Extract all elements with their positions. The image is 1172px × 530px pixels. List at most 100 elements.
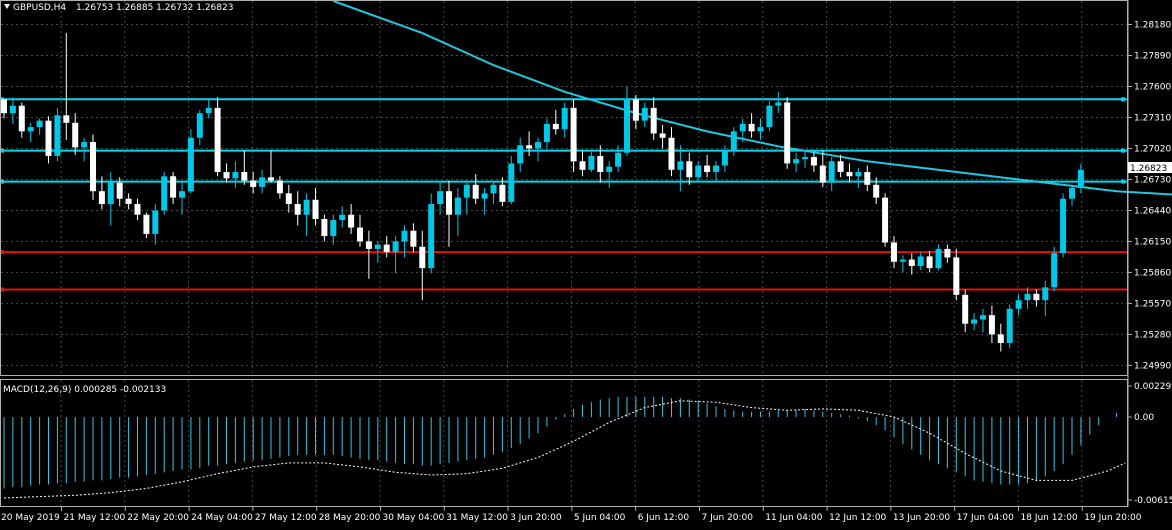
price-tick-label: 1.24990 <box>1134 361 1171 371</box>
price-tick-label: 1.26440 <box>1134 206 1171 216</box>
time-tick-label: 13 Jun 20:00 <box>893 513 950 523</box>
candle-body <box>81 142 88 148</box>
candle-body <box>143 214 150 234</box>
candle-body <box>606 166 613 172</box>
price-tick-label: 1.27890 <box>1134 51 1171 61</box>
time-tick-label: 27 May 12:00 <box>255 513 317 523</box>
price-tick-label: 1.25860 <box>1134 268 1171 278</box>
candle-body <box>472 184 479 199</box>
candle-body <box>98 191 105 205</box>
time-tick-label: 17 Jun 04:00 <box>957 513 1014 523</box>
candle-body <box>1077 169 1084 188</box>
candle-body <box>641 107 648 121</box>
level-handle <box>1121 148 1125 153</box>
candle-body <box>392 241 399 253</box>
candle-body <box>632 99 639 121</box>
price-tick-label: 1.26730 <box>1134 175 1171 185</box>
price-tick-label: 1.25280 <box>1134 330 1171 340</box>
candle-body <box>250 180 257 187</box>
candle-body <box>899 259 906 262</box>
candle-body <box>508 163 515 202</box>
candle-body <box>561 107 568 130</box>
candle-body <box>828 161 835 183</box>
candle-body <box>1042 287 1049 301</box>
candle-body <box>1015 300 1022 309</box>
candle-body <box>401 230 408 242</box>
candle-body <box>268 177 274 181</box>
candle-body <box>428 204 435 269</box>
candle-body <box>704 165 711 172</box>
candle-body <box>686 161 693 178</box>
candle-body <box>997 334 1004 343</box>
candle-body <box>837 161 844 172</box>
macd-indicator <box>3 396 1126 499</box>
candle-body <box>107 182 114 205</box>
candle-body <box>535 142 541 149</box>
candle-body <box>713 165 719 172</box>
candle-body <box>597 155 604 172</box>
price-axis: 1.28180 1.27890 1.27600 1.27310 1.27020 1.267… <box>1128 21 1171 371</box>
candle-body <box>864 171 871 185</box>
price-tick-label: 1.26150 <box>1134 237 1171 247</box>
candle-body <box>223 171 230 179</box>
time-tick-label: 30 May 04:00 <box>383 513 445 523</box>
candle-body <box>374 244 381 249</box>
candle-body <box>659 133 666 138</box>
candle-body <box>63 115 70 123</box>
moving-averages <box>332 0 1172 196</box>
candle-body <box>908 259 915 267</box>
candle-body <box>668 137 675 170</box>
candle-body <box>294 204 301 215</box>
time-tick-label: 20 May 2019 <box>1 513 60 523</box>
current-price-tag: 1.26823 <box>1128 162 1172 174</box>
time-tick-label: 31 May 12:00 <box>446 513 508 523</box>
candle-body <box>205 107 212 114</box>
candle-body <box>935 248 942 269</box>
candle-body <box>437 191 444 205</box>
candle-body <box>926 256 933 269</box>
time-tick-label: 18 Jun 12:00 <box>1021 513 1078 523</box>
candle-body <box>348 214 355 228</box>
candlesticks[interactable] <box>1 33 1084 352</box>
candle-body <box>419 246 426 269</box>
candle-body <box>802 157 808 160</box>
price-tick-label: 1.27600 <box>1134 82 1171 92</box>
candle-body <box>134 204 141 215</box>
candle-body <box>259 177 266 187</box>
candle-body <box>1060 198 1067 254</box>
candle-body <box>784 102 791 164</box>
time-tick-label: 12 Jun 12:00 <box>829 513 886 523</box>
price-tick-label: 1.27310 <box>1134 113 1171 123</box>
macd-tick-label: 0.002299 <box>1134 382 1172 392</box>
candle-body <box>125 198 132 205</box>
candle-body <box>161 176 168 211</box>
candle-body <box>695 165 702 178</box>
candle-body <box>624 99 630 153</box>
candle-body <box>944 248 951 258</box>
time-tick-label: 21 May 12:00 <box>64 513 126 523</box>
time-tick-label: 3 Jun 20:00 <box>510 513 562 523</box>
candle-body <box>891 242 897 262</box>
candle-body <box>615 152 622 167</box>
candle-body <box>543 123 550 143</box>
candle-body <box>1 99 7 114</box>
candle-body <box>54 115 61 156</box>
collapse-triangle-icon[interactable] <box>4 4 10 9</box>
candle-body <box>988 315 995 335</box>
candle-body <box>357 227 363 242</box>
candle-body <box>757 127 764 132</box>
candle-body <box>152 210 159 234</box>
candle-body <box>303 199 310 215</box>
time-axis: 20 May 2019 21 May 12:00 22 May 20:00 24 Ma… <box>1 507 1142 523</box>
candle-body <box>330 220 337 237</box>
candle-body <box>526 145 533 149</box>
candle-body <box>579 161 586 170</box>
candle-body <box>793 159 800 164</box>
current-price-label: 1.26823 <box>1130 164 1167 174</box>
level-handle <box>1121 97 1125 102</box>
candle-body <box>179 191 185 198</box>
candle-body <box>170 176 177 198</box>
time-tick-label: 22 May 20:00 <box>127 513 189 523</box>
candle-body <box>677 161 684 170</box>
